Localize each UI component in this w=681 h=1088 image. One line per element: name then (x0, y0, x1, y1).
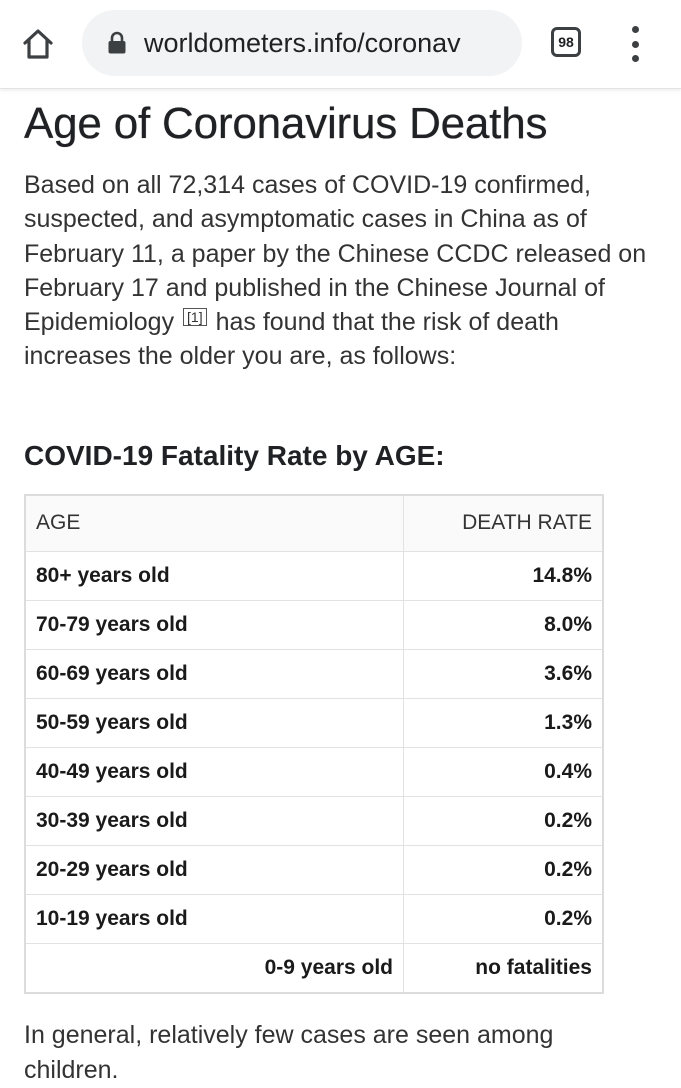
table-row: 80+ years old 14.8% (25, 551, 603, 601)
age-cell: 10-19 years old (25, 894, 404, 944)
intro-paragraph: Based on all 72,314 cases of COVID-19 co… (24, 168, 654, 374)
age-column-header: AGE (25, 494, 404, 552)
page-title: Age of Coronavirus Deaths (24, 99, 548, 148)
browser-toolbar: worldometers.info/coronav 98 (0, 0, 681, 89)
url-text: worldometers.info/coronav (144, 27, 461, 58)
table-row: 70-79 years old 8.0% (25, 600, 603, 650)
page-content: Age of Coronavirus Deaths Based on all 7… (24, 88, 654, 1088)
rate-cell: 0.4% (403, 747, 603, 797)
overflow-menu-button[interactable] (620, 22, 650, 66)
rate-cell: 14.8% (403, 551, 603, 601)
more-vert-icon (631, 26, 639, 33)
tab-switcher-button[interactable]: 98 (551, 27, 581, 57)
table-row: 10-19 years old 0.2% (25, 894, 603, 944)
table-row: 60-69 years old 3.6% (25, 649, 603, 699)
table-header-row: AGE DEATH RATE (25, 494, 603, 552)
age-cell: 50-59 years old (25, 698, 404, 748)
home-button[interactable] (18, 24, 58, 64)
table-row: 30-39 years old 0.2% (25, 796, 603, 846)
rate-cell: no fatalities (403, 943, 603, 994)
table-row: 0-9 years old no fatalities (25, 943, 603, 994)
table-row: 40-49 years old 0.4% (25, 747, 603, 797)
death-rate-column-header: DEATH RATE (403, 494, 603, 552)
rate-cell: 1.3% (403, 698, 603, 748)
age-cell: 40-49 years old (25, 747, 404, 797)
rate-cell: 3.6% (403, 649, 603, 699)
address-bar[interactable]: worldometers.info/coronav (82, 10, 522, 76)
rate-cell: 8.0% (403, 600, 603, 650)
age-cell: 80+ years old (25, 551, 404, 601)
rate-cell: 0.2% (403, 796, 603, 846)
table-row: 20-29 years old 0.2% (25, 845, 603, 895)
closing-paragraph: In general, relatively few cases are see… (24, 1020, 554, 1084)
age-cell: 60-69 years old (25, 649, 404, 699)
fatality-rate-table: AGE DEATH RATE 80+ years old 14.8% 70-79… (24, 493, 604, 994)
reference-link[interactable]: [1] (183, 308, 207, 327)
intro-text-continued: has found that the risk of death increas… (24, 308, 559, 371)
age-cell: 30-39 years old (25, 796, 404, 846)
table-row: 50-59 years old 1.3% (25, 698, 603, 748)
age-cell: 20-29 years old (25, 845, 404, 895)
rate-cell: 0.2% (403, 894, 603, 944)
lock-icon (106, 30, 128, 56)
age-cell: 70-79 years old (25, 600, 404, 650)
age-cell: 0-9 years old (25, 943, 404, 994)
home-icon (23, 29, 53, 59)
intro-text: Based on all 72,314 cases of COVID-19 co… (24, 171, 647, 337)
rate-cell: 0.2% (403, 845, 603, 895)
section-heading: COVID-19 Fatality Rate by AGE: (24, 439, 445, 471)
